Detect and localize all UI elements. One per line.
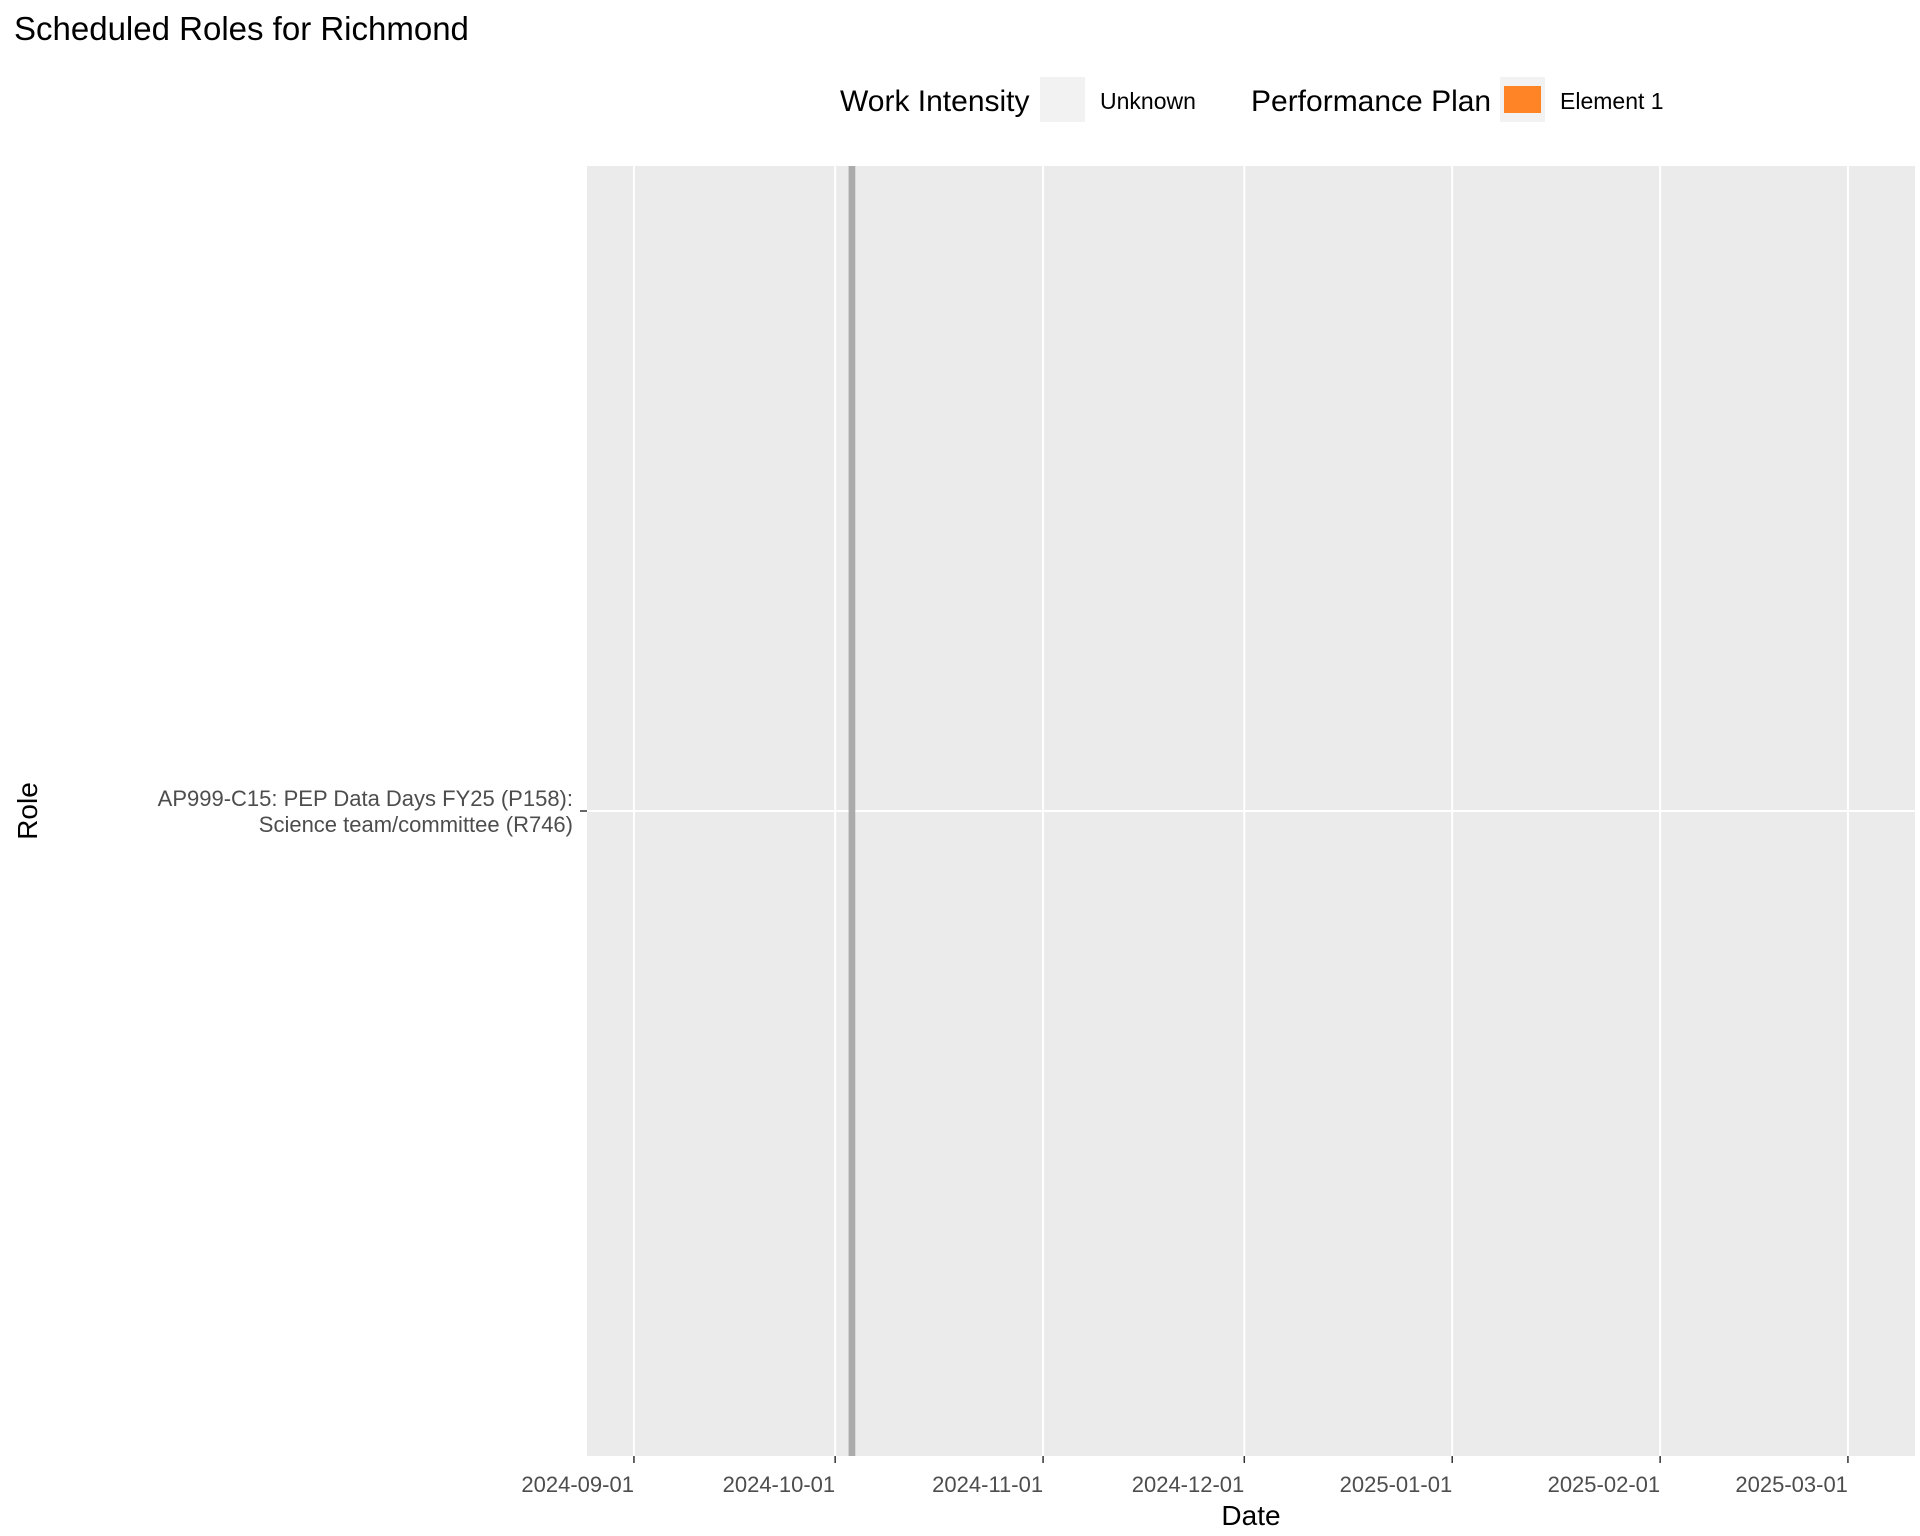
legend-title-performance-plan: Performance Plan bbox=[1251, 85, 1491, 118]
legend-performance-plan: Performance Plan Element 1 bbox=[1251, 77, 1664, 122]
x-tick-label: 2024-10-01 bbox=[723, 1472, 836, 1497]
legend-work-intensity: Work Intensity Unknown bbox=[840, 77, 1196, 122]
y-axis-title: Role bbox=[12, 782, 43, 840]
legend-title-work-intensity: Work Intensity bbox=[840, 85, 1030, 118]
x-tick-label: 2025-01-01 bbox=[1340, 1472, 1453, 1497]
x-tick-label: 2024-12-01 bbox=[1132, 1472, 1245, 1497]
x-axis-ticks: 2024-09-01 2024-10-01 2024-11-01 2024-12-01… bbox=[521, 1456, 1849, 1497]
x-tick-label: 2024-11-01 bbox=[932, 1472, 1043, 1497]
chart-title: Scheduled Roles for Richmond bbox=[14, 10, 469, 47]
legend-key-element-1 bbox=[1504, 86, 1541, 113]
legend-label-unknown: Unknown bbox=[1100, 88, 1196, 114]
x-tick-label: 2025-02-01 bbox=[1548, 1472, 1661, 1497]
task-bar bbox=[848, 166, 856, 1456]
legend-key-unknown bbox=[1040, 77, 1085, 122]
x-tick-label: 2025-03-01 bbox=[1735, 1472, 1848, 1497]
legend-label-element-1: Element 1 bbox=[1560, 88, 1664, 114]
y-axis-ticks: AP999-C15: PEP Data Days FY25 (P158): Sci… bbox=[158, 786, 587, 837]
legend: Work Intensity Unknown Performance Plan … bbox=[840, 77, 1664, 122]
task-bars bbox=[848, 166, 856, 1456]
x-axis-title: Date bbox=[1221, 1500, 1280, 1531]
y-tick-label: AP999-C15: PEP Data Days FY25 (P158): Sci… bbox=[158, 786, 573, 837]
x-tick-label: 2024-09-01 bbox=[521, 1472, 634, 1497]
